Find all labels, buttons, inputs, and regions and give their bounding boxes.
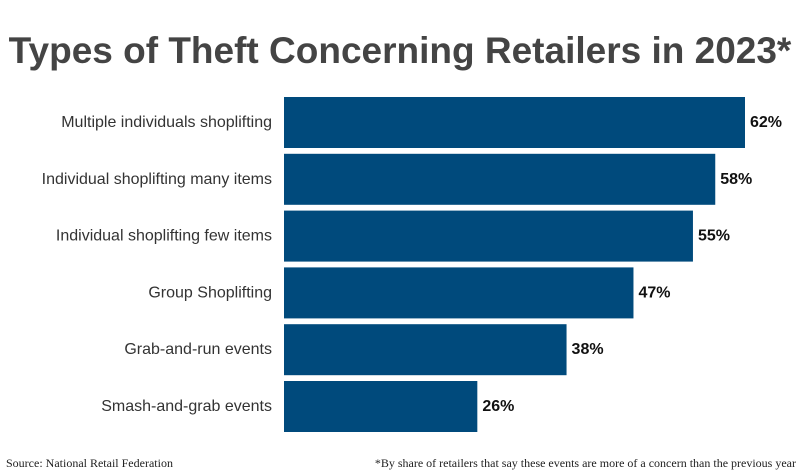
value-label-5: 38% [572, 341, 604, 358]
bar-5 [284, 324, 567, 376]
category-label-2: Individual shoplifting many items [42, 171, 272, 188]
value-label-4: 47% [638, 284, 670, 301]
value-label-6: 26% [482, 398, 514, 415]
chart-title: Types of Theft Concerning Retailers in 2… [8, 30, 792, 71]
bar-2 [284, 153, 716, 205]
category-label-3: Individual shoplifting few items [56, 228, 272, 245]
category-label-6: Smash-and-grab events [101, 398, 272, 415]
value-label-3: 55% [698, 228, 730, 245]
bar-4 [284, 267, 634, 319]
source-note: Source: National Retail Federation [6, 456, 173, 470]
category-label-1: Multiple individuals shoplifting [61, 114, 272, 131]
value-label-2: 58% [720, 171, 752, 188]
footnote: *By share of retailers that say these ev… [374, 456, 796, 470]
category-label-4: Group Shoplifting [148, 284, 272, 301]
value-label-1: 62% [750, 114, 782, 131]
bar-6 [284, 381, 478, 432]
bar-1 [284, 97, 745, 148]
category-label-5: Grab-and-run events [124, 341, 272, 358]
bar-3 [284, 210, 693, 262]
